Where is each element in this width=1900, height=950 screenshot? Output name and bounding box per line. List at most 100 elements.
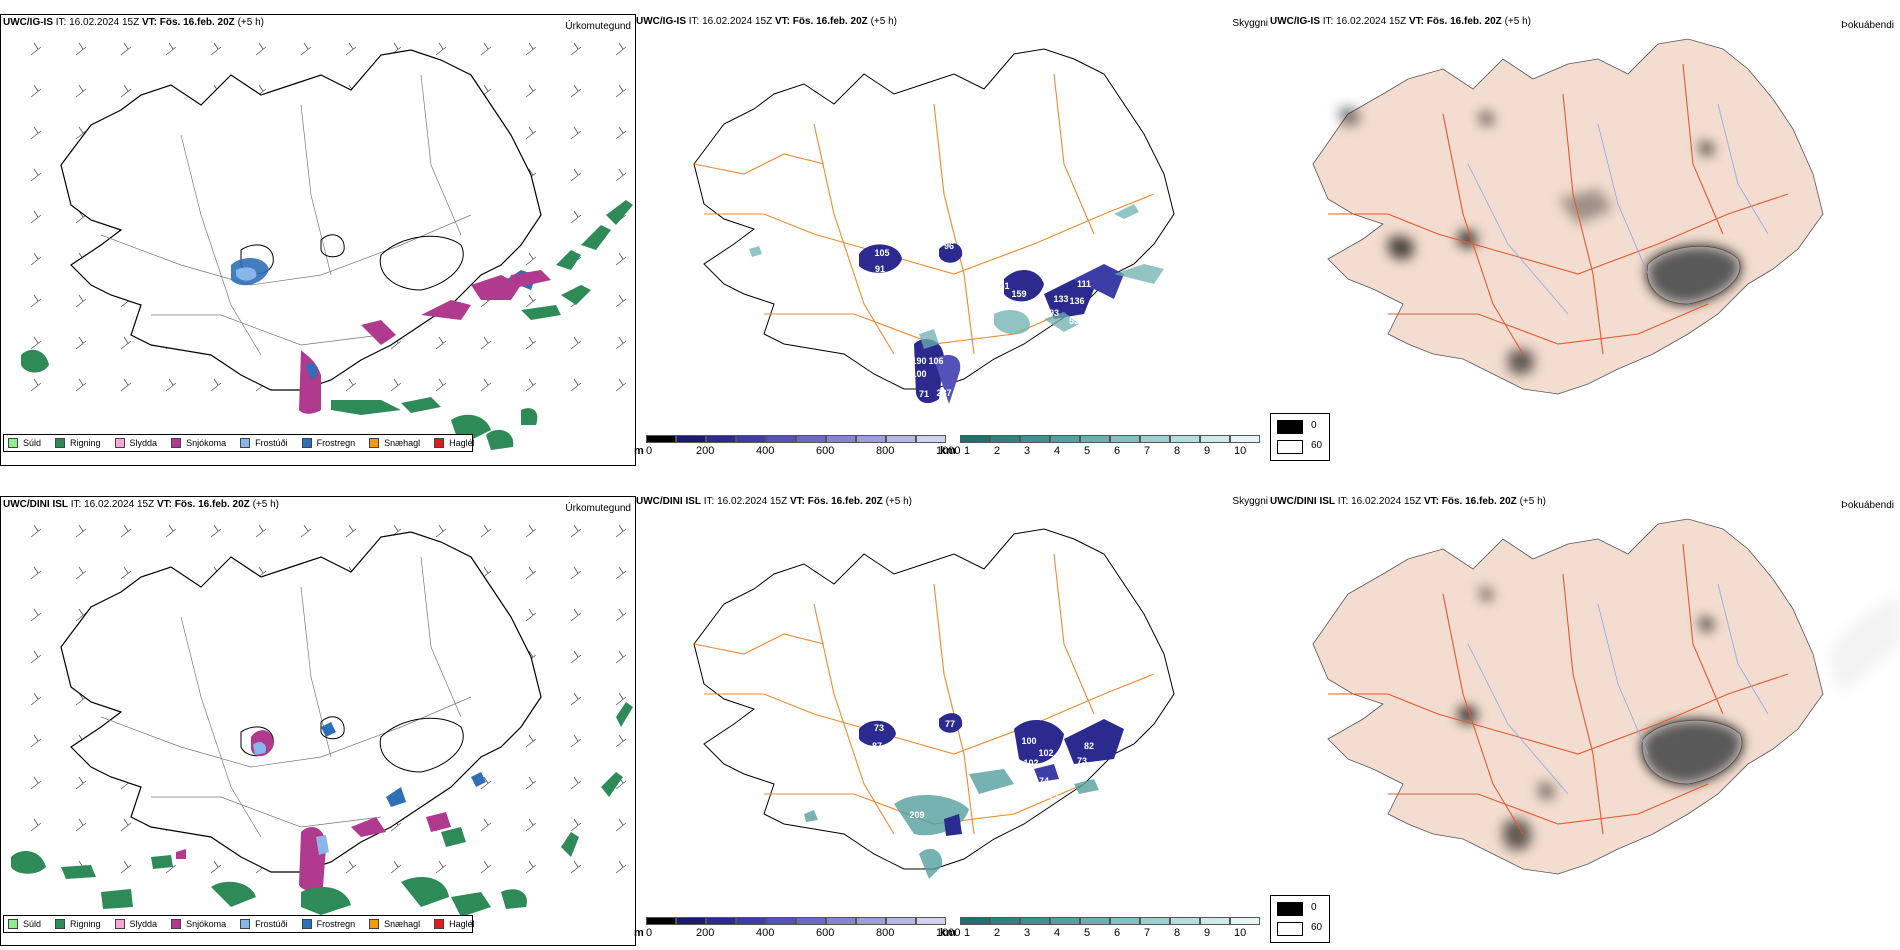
ceiling-value-label: 82 — [1084, 741, 1094, 751]
wind-barb — [75, 126, 87, 140]
ceiling-value-label: 209 — [909, 810, 924, 820]
wind-barb — [120, 378, 132, 392]
wind-barb — [30, 84, 42, 98]
visibility-tick-label: 1 — [964, 445, 971, 457]
visibility-colorbar-segment — [1020, 917, 1050, 925]
legend-item: Haglél — [434, 438, 475, 448]
fog-legend-label: 0 — [1311, 902, 1317, 913]
panel-title: Skyggni — [1232, 496, 1268, 507]
wind-barb — [210, 378, 222, 392]
wind-barb — [615, 692, 627, 706]
visibility-colorbar-segment — [1170, 435, 1200, 443]
legend-swatch — [434, 919, 445, 929]
wind-barb — [390, 378, 402, 392]
ceiling-colorbar-segment — [766, 435, 796, 443]
visibility-colorbar-segment — [1200, 435, 1230, 443]
legend-swatch — [369, 919, 380, 929]
wind-barb — [75, 84, 87, 98]
visibility-colorbar-segment — [1080, 435, 1110, 443]
legend-swatch — [301, 438, 312, 448]
fog-legend-label: 60 — [1311, 440, 1323, 451]
wind-barb — [165, 42, 177, 56]
legend-label: Rigning — [70, 438, 101, 448]
wind-barb — [480, 860, 492, 874]
ceiling-colorbar-segment — [736, 435, 766, 443]
wind-barb — [570, 608, 582, 622]
ceiling-value-label: 100 — [911, 369, 926, 379]
legend-label: Rigning — [70, 919, 101, 929]
wind-barb — [390, 860, 402, 874]
fog-shading — [1458, 587, 1742, 851]
visibility-tick-label: 4 — [1054, 927, 1061, 939]
wind-barb — [435, 860, 447, 874]
legend-label: Snæhagl — [384, 919, 421, 929]
ceiling-colorbar-segment — [916, 435, 946, 443]
ceiling-value-label: 55 — [1069, 316, 1079, 326]
wind-barb — [30, 650, 42, 664]
wind-barb — [210, 524, 222, 538]
wind-barb — [615, 524, 627, 538]
panel-title: Skyggni — [1232, 18, 1268, 29]
wind-barb — [120, 42, 132, 56]
wind-barb — [570, 378, 582, 392]
wind-barb — [480, 336, 492, 350]
wind-barb — [525, 336, 537, 350]
wind-barb — [210, 860, 222, 874]
legend-label: Slydda — [129, 438, 158, 448]
ceiling-value-label: 73 — [1077, 756, 1087, 766]
wind-barb — [435, 336, 447, 350]
wind-barb — [345, 524, 357, 538]
wind-barb — [75, 608, 87, 622]
ceiling-value-label: 190 — [911, 356, 926, 366]
visibility-colorbar-segment — [1140, 435, 1170, 443]
legend-item: Frostúði — [240, 919, 288, 929]
wind-barb — [30, 776, 42, 790]
fog-legend: 0 60 — [1270, 413, 1330, 461]
wind-barb — [615, 860, 627, 874]
visibility-colorbar-segment — [1080, 917, 1110, 925]
visibility-tick-label: 5 — [1084, 927, 1091, 939]
wind-barb — [30, 168, 42, 182]
wind-barb — [615, 126, 627, 140]
wind-barb — [120, 818, 132, 832]
visibility-panel-bottom: 73 77 87 100 102 102 82 73 74 71 209 94 97 264 UWC/DI… — [634, 494, 1268, 946]
wind-barb — [435, 42, 447, 56]
wind-barb — [525, 608, 537, 622]
ceiling-tick-label: 600 — [816, 927, 835, 939]
wind-barb — [615, 252, 627, 266]
fog-legend: 0 60 — [1270, 895, 1330, 943]
legend-item: Snæhagl — [369, 919, 420, 929]
ceiling-colorbar-segment — [706, 435, 736, 443]
legend-item: Snjókoma — [171, 438, 226, 448]
wind-barb — [480, 818, 492, 832]
panel-title: Þokuábendi — [1841, 20, 1894, 31]
wind-barb — [570, 734, 582, 748]
wind-barb — [570, 818, 582, 832]
visibility-colorbar-segment — [960, 917, 990, 925]
ceiling-tick-label: 400 — [756, 927, 775, 939]
visibility-tick-label: 7 — [1144, 445, 1151, 457]
legend-swatch — [240, 438, 251, 448]
visibility-colorbar-segment — [1200, 917, 1230, 925]
wind-barb — [615, 650, 627, 664]
road-network — [1328, 543, 1789, 835]
ceiling-value-label: 105 — [874, 248, 889, 258]
ceiling-colorbar-segment — [676, 917, 706, 925]
wind-barb — [570, 524, 582, 538]
visibility-tick-label: 3 — [1024, 927, 1031, 939]
ceiling-colorbar-segment — [916, 917, 946, 925]
panel-header: UWC/DINI ISL IT: 16.02.2024 15Z VT: Fös.… — [636, 496, 912, 507]
panel-header: UWC/IG-IS IT: 16.02.2024 15Z VT: Fös. 16… — [3, 17, 264, 28]
wind-barb — [345, 860, 357, 874]
ceiling-colorbar-segment — [856, 435, 886, 443]
legend-label: Frostúði — [255, 438, 288, 448]
legend-item: Súld — [8, 438, 41, 448]
wind-barb — [30, 524, 42, 538]
wind-barb — [120, 566, 132, 580]
wind-barb — [615, 168, 627, 182]
fog-legend-label: 60 — [1311, 922, 1323, 933]
legend-swatch — [301, 919, 312, 929]
ceiling-value-label: 133 — [1053, 294, 1068, 304]
wind-barb — [525, 378, 537, 392]
ceiling-tick-label: 200 — [696, 927, 715, 939]
